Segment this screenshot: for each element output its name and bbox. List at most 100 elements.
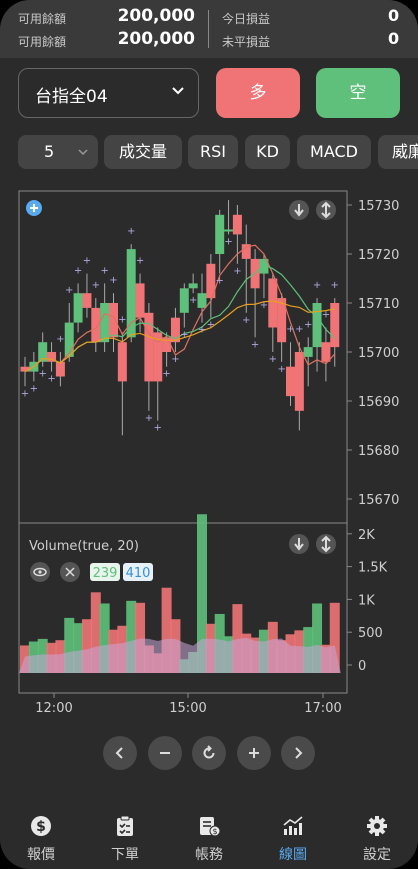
volume-bar xyxy=(161,587,172,673)
volume-tick-label: 1K xyxy=(358,593,375,608)
price-chart[interactable]: + + + + + + + + + + + + + + + + + + + + + + + + + + + + + + + + + + + + 157… xyxy=(0,180,418,720)
sar-dot: + xyxy=(233,266,241,277)
short-button[interactable]: 空 xyxy=(316,68,400,118)
zoom-out-button[interactable] xyxy=(148,736,182,770)
volume-bar xyxy=(135,602,146,673)
volume-tick-label: 0 xyxy=(358,659,366,674)
sar-dot: + xyxy=(136,256,144,267)
available-balance-value: 200,000 xyxy=(117,6,195,26)
volume-bar xyxy=(312,603,323,673)
next-button[interactable] xyxy=(281,736,315,770)
account-divider xyxy=(208,10,209,48)
time-tick-label: 12:00 xyxy=(35,701,72,716)
close-icon[interactable] xyxy=(60,562,80,582)
volume-indicator-label: Volume(true, 20) xyxy=(29,539,139,554)
tab-account-label: 帳務 xyxy=(195,847,223,863)
volume-tick-label: 500 xyxy=(358,626,383,641)
price-download-icon[interactable] xyxy=(289,200,309,220)
candle-body xyxy=(135,283,145,318)
tab-account[interactable]: $ 帳務 xyxy=(174,808,244,864)
candle-body xyxy=(55,361,65,377)
candle-body xyxy=(162,337,172,352)
tab-chart[interactable]: 線圖 xyxy=(258,808,328,864)
tab-quotes-label: 報價 xyxy=(27,847,55,863)
price-tick-label: 15710 xyxy=(358,297,399,312)
volume-download-icon[interactable] xyxy=(289,534,309,554)
indicator-rsi[interactable]: RSI xyxy=(188,135,238,169)
available-balance-label: 可用餘額 xyxy=(18,12,67,26)
candle-body xyxy=(268,278,278,328)
sar-dot: + xyxy=(251,339,259,350)
sar-dot: + xyxy=(83,256,91,267)
candle-body xyxy=(188,283,198,289)
candle-body xyxy=(286,366,295,397)
candlestick-chart-svg[interactable]: + ++ ++++++++++++++++++ ++++++++++ + ++++ 157… xyxy=(0,180,418,720)
candle-body xyxy=(321,342,331,362)
chevron-down-icon xyxy=(172,87,184,95)
tab-order-label: 下單 xyxy=(111,847,139,863)
dollar-icon: $ xyxy=(31,816,51,836)
sar-dot: + xyxy=(47,374,55,385)
volume-panel-frame xyxy=(18,522,348,694)
sar-dot: + xyxy=(242,315,250,326)
candle-body xyxy=(20,366,30,372)
indicator-kd[interactable]: KD xyxy=(245,135,290,169)
volume-bar xyxy=(90,592,101,673)
sar-dot: + xyxy=(260,300,268,311)
ma-line-long xyxy=(24,300,335,373)
candle-body xyxy=(277,298,287,343)
bottom-tab-bar: $ 報價 下單 $ 帳務 線圖 設定 xyxy=(0,808,418,869)
sell-volume-value: 410 xyxy=(126,566,151,581)
plus-icon xyxy=(249,748,259,758)
interval-select[interactable]: 5 xyxy=(18,135,98,169)
sar-dot: + xyxy=(154,423,162,434)
volume-bar xyxy=(197,514,207,673)
sar-dot: + xyxy=(331,280,339,291)
sar-dot: + xyxy=(145,413,153,424)
add-indicator-icon[interactable] xyxy=(26,200,42,216)
volume-tick-label: 2K xyxy=(358,528,375,543)
price-tick-label: 15680 xyxy=(358,444,399,459)
sar-dot: + xyxy=(322,310,330,321)
long-button[interactable]: 多 xyxy=(216,68,300,118)
reset-button[interactable] xyxy=(192,736,226,770)
chevron-right-icon xyxy=(295,747,303,759)
chevron-left-icon xyxy=(115,747,123,759)
sar-dot: + xyxy=(21,388,29,399)
tab-settings-label: 設定 xyxy=(363,847,391,863)
candle-body xyxy=(109,303,118,338)
sar-dot: + xyxy=(207,320,215,331)
zoom-in-button[interactable] xyxy=(237,736,271,770)
price-tick-label: 15720 xyxy=(358,248,399,263)
chevron-down-icon xyxy=(78,149,88,156)
volume-resize-icon[interactable] xyxy=(316,534,336,554)
candle-body xyxy=(303,347,313,357)
volume-ma-area xyxy=(19,637,341,673)
refresh-icon xyxy=(203,745,215,759)
sar-dot: + xyxy=(109,275,117,286)
today-pl-value: 0 xyxy=(388,6,400,25)
sar-dot: + xyxy=(295,324,303,335)
price-resize-icon[interactable] xyxy=(316,200,336,220)
indicator-williams[interactable]: 威廉 xyxy=(378,135,418,169)
candle-body xyxy=(232,214,242,235)
today-pl-label: 今日損益 xyxy=(222,12,271,26)
tab-chart-label: 線圖 xyxy=(279,847,307,863)
price-tick-label: 15730 xyxy=(358,199,399,214)
candle-body xyxy=(259,258,269,274)
available-balance-value-2: 200,000 xyxy=(117,29,195,49)
indicator-macd[interactable]: MACD xyxy=(297,135,371,169)
indicator-volume[interactable]: 成交量 xyxy=(104,135,182,169)
interval-value: 5 xyxy=(44,142,55,161)
eye-icon[interactable] xyxy=(30,562,50,582)
previous-button[interactable] xyxy=(103,736,137,770)
tab-order[interactable]: 下單 xyxy=(90,808,160,864)
candle-body xyxy=(64,322,74,357)
sell-volume-badge xyxy=(123,563,153,581)
buy-volume-badge xyxy=(90,563,120,581)
tab-settings[interactable]: 設定 xyxy=(342,808,412,864)
symbol-select[interactable]: 台指全04 xyxy=(18,68,199,118)
sar-dot: + xyxy=(162,369,170,380)
tab-quotes[interactable]: $ 報價 xyxy=(6,808,76,864)
